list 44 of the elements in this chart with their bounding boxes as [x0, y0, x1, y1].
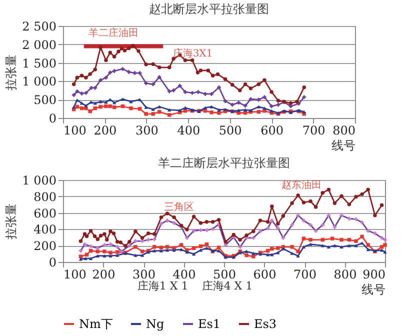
x-axis-title: 线号: [362, 282, 386, 296]
y-tick-label: 2 500: [22, 20, 56, 34]
x-tick-label: 200: [92, 268, 116, 282]
legend-label: Es3: [254, 317, 277, 331]
y-tick-label: 0: [48, 112, 56, 126]
y-tick-label: 1 000: [22, 174, 56, 188]
x-tick-label: 500: [218, 124, 242, 138]
y-tick-label: 500: [34, 93, 56, 108]
legend-label: Ng: [146, 317, 164, 331]
x-tick-label: 600: [253, 268, 276, 282]
annotation: 赵东油田: [281, 178, 322, 191]
chart-title: 赵北断层水平拉张量图: [149, 2, 269, 16]
x-tick-label: 400: [172, 268, 196, 282]
x-axis-title: 线号: [332, 138, 356, 152]
y-tick-label: 1 000: [22, 74, 56, 89]
x-tick-label: 100: [64, 124, 86, 138]
y-tick-label: 0: [48, 256, 56, 270]
x-tick-label: 200: [94, 124, 117, 138]
x-tick-label: 300: [135, 124, 158, 138]
y-tick-label: 600: [34, 206, 56, 220]
x-tick-label: 800: [334, 268, 357, 282]
legend-label: Nm下: [79, 317, 113, 331]
x-tick-label: 900: [362, 268, 386, 282]
x-tick-label: 300: [132, 268, 156, 282]
y-tick-label: 400: [34, 222, 56, 237]
y-axis-title: 拉张量: [4, 204, 18, 240]
text: 庄海1 X 1: [137, 280, 188, 293]
legend-label: Es1: [198, 317, 221, 331]
y-tick-label: 200: [34, 239, 56, 254]
y-tick-label: 800: [34, 190, 56, 204]
chart-title: 羊二庄断层水平拉张量图: [158, 156, 290, 170]
x-tick-label: 800: [332, 124, 356, 138]
x-tick-label: 600: [260, 124, 284, 138]
annotation: 羊二庄油田: [88, 27, 138, 40]
x-tick-label: 700: [302, 124, 326, 138]
x-tick-label: 400: [177, 124, 200, 138]
y-axis-title: 拉张量: [4, 54, 18, 90]
y-tick-label: 2 000: [22, 38, 56, 52]
x-tick-label: 500: [213, 268, 236, 282]
x-tick-label: 100: [64, 268, 86, 282]
y-tick-label: 1 500: [22, 56, 56, 70]
x-tick-label: 700: [294, 268, 316, 282]
text: 庄海4 X 1: [202, 280, 253, 293]
annotation: 三角区: [164, 201, 194, 214]
